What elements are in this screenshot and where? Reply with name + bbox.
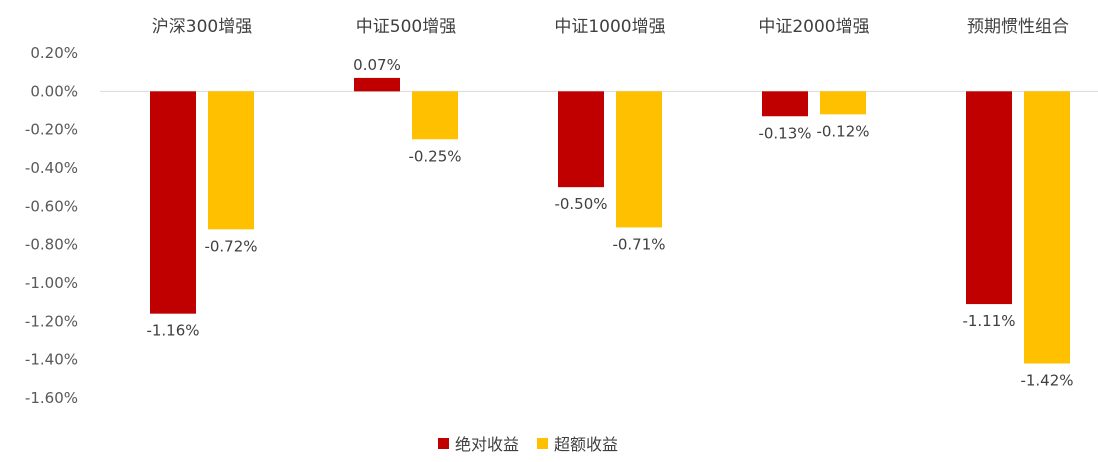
bar-absolute <box>558 91 604 188</box>
bar-absolute <box>762 91 808 117</box>
data-label: -0.71% <box>612 235 665 253</box>
category-labels: 沪深300增强 中证500增强 中证1000增强 中证2000增强 预期惯性组合 <box>152 17 1069 37</box>
y-tick-label: 0.00% <box>30 82 78 100</box>
bar-excess <box>412 91 458 140</box>
bar-excess <box>616 91 662 228</box>
data-label: -1.16% <box>146 322 199 340</box>
data-labels: -1.16% -0.72% 0.07% -0.25% -0.50% -0.71% -0.13… <box>146 56 1073 390</box>
data-label: -1.11% <box>962 312 1015 330</box>
y-tick-label: -0.20% <box>25 121 78 139</box>
category-label: 中证2000增强 <box>758 17 869 37</box>
category-label: 中证500增强 <box>356 17 456 37</box>
legend-item-excess-return: 超额收益 <box>537 431 618 455</box>
y-tick-label: -0.60% <box>25 197 78 215</box>
y-tick-label: 0.20% <box>30 44 78 62</box>
y-tick-label: -0.40% <box>25 159 78 177</box>
data-label: -0.25% <box>408 147 461 165</box>
data-label: -0.50% <box>554 195 607 213</box>
bar-excess <box>820 91 866 115</box>
bar-absolute <box>966 91 1012 305</box>
data-label: -1.42% <box>1020 372 1073 390</box>
y-tick-label: -1.40% <box>25 351 78 369</box>
y-tick-label: -1.00% <box>25 274 78 292</box>
legend-swatch-excess-return <box>537 437 549 449</box>
category-label: 中证1000增强 <box>554 17 665 37</box>
bar-absolute <box>150 91 196 314</box>
legend-label-absolute-return: 绝对收益 <box>455 435 520 454</box>
data-label: -0.13% <box>758 124 811 142</box>
bars <box>150 77 1070 364</box>
category-label: 沪深300增强 <box>152 17 252 37</box>
data-label: -0.72% <box>204 237 257 255</box>
legend-label-excess-return: 超额收益 <box>554 435 619 454</box>
y-axis: 0.20% 0.00% -0.20% -0.40% -0.60% -0.80% -1.00%… <box>25 44 78 407</box>
data-label: 0.07% <box>353 56 401 74</box>
y-tick-label: -1.20% <box>25 312 78 330</box>
legend-swatch-absolute-return <box>438 437 449 449</box>
bar-excess <box>1024 91 1070 364</box>
category-label: 预期惯性组合 <box>967 17 1069 37</box>
bar-excess <box>208 91 254 230</box>
legend: 绝对收益 超额收益 <box>438 432 618 454</box>
bar-chart: 0.20% 0.00% -0.20% -0.40% -0.60% -0.80% -1.00%… <box>25 17 1098 407</box>
data-label: -0.12% <box>816 122 869 140</box>
y-tick-label: -1.60% <box>25 389 78 407</box>
bar-absolute <box>354 77 400 92</box>
y-tick-label: -0.80% <box>25 236 78 254</box>
legend-item-absolute-return: 绝对收益 <box>438 431 519 455</box>
